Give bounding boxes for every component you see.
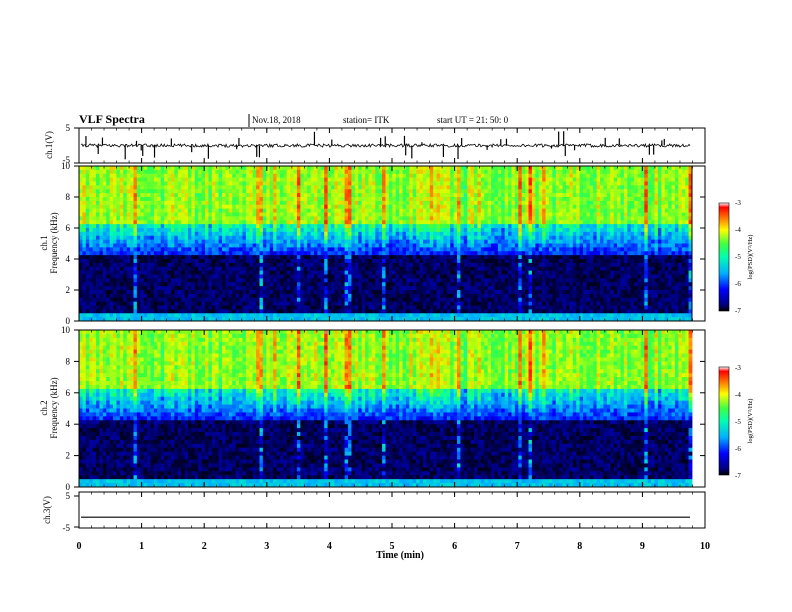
ch1-spectrogram-panel: 0 2 4 6 8 10 ch.1 Frequency (kHz) [39, 161, 754, 326]
ch2-colorbar: -3 -4 -5 -6 -7 log(PSD)(V²/Hz) [718, 364, 754, 480]
x-tick-label-0: 0 [77, 541, 82, 552]
ch2-spec-ytick-8: 8 [66, 356, 71, 366]
station-label: station= ITK [343, 115, 390, 125]
x-tick-label-3: 3 [264, 541, 269, 552]
ch1-spec-ylabel-frequency: Frequency (kHz) [49, 212, 59, 273]
ch2-spec-ylabel-channel: ch.2 [39, 400, 49, 415]
x-tick-label-4: 4 [327, 541, 332, 552]
ch1-waveform-panel: 5 -5 ch.1(V) [44, 123, 706, 165]
ch3-waveform-panel: 5 -5 ch.3(V) [42, 491, 706, 533]
ch1-ytick-bottom: -5 [63, 155, 71, 165]
ch1-spec-ytick-6: 6 [66, 223, 71, 233]
ch2-spec-ylabel-frequency: Frequency (kHz) [49, 377, 59, 438]
x-tick-label-5: 5 [390, 541, 395, 552]
cb1-tick-m3: -3 [735, 199, 741, 207]
cb1-tick-m5: -5 [735, 253, 741, 261]
ch2-spec-ytick-0: 0 [66, 482, 71, 492]
cb2-tick-m5: -5 [735, 418, 741, 426]
x-tick-label-2: 2 [202, 541, 207, 552]
x-tick-label-6: 6 [452, 541, 457, 552]
cb1-label: log(PSD)(V²/Hz) [747, 235, 754, 280]
ch3-ylabel: ch.3(V) [42, 496, 52, 524]
ch2-spec-ytick-4: 4 [66, 419, 71, 429]
cb1-tick-m6: -6 [735, 280, 741, 288]
x-tick-label-10: 10 [700, 541, 710, 552]
cb2-tick-m3: -3 [735, 364, 741, 372]
ch1-spec-ytick-0: 0 [66, 316, 71, 326]
ch2-spec-ytick-10: 10 [61, 325, 71, 335]
x-tick-label-8: 8 [577, 541, 582, 552]
ch2-spectrogram-panel: 0 2 4 6 8 10 ch.2 Frequency (kHz) -3 -4 -5 -6… [39, 325, 754, 492]
ch1-spectrogram-image [79, 166, 693, 322]
ch1-spec-ytick-8: 8 [66, 192, 71, 202]
ch1-ylabel: ch.1(V) [44, 131, 54, 159]
figure-title: VLF Spectra [79, 112, 145, 126]
ch1-spec-ytick-4: 4 [66, 254, 71, 264]
cb1-tick-m4: -4 [735, 226, 741, 234]
cb2-tick-m7: -7 [735, 472, 741, 480]
ch2-spectrogram-image [79, 330, 693, 488]
ch1-spec-ytick-2: 2 [66, 285, 71, 295]
ch2-spec-ytick-2: 2 [66, 451, 71, 461]
x-tick-label-7: 7 [515, 541, 520, 552]
x-tick-label-9: 9 [640, 541, 645, 552]
ch1-colorbar: -3 -4 -5 -6 -7 log(PSD)(V²/Hz) [718, 199, 754, 315]
ch1-waveform-line [80, 142, 691, 149]
cb1-tick-m7: -7 [735, 307, 741, 315]
x-tick-label-1: 1 [139, 541, 144, 552]
ch1-spikes [85, 131, 665, 160]
ch1-spec-ylabel-channel: ch.1 [39, 235, 49, 250]
start-time-label: start UT = 21: 50: 0 [437, 115, 509, 125]
ch1-spec-ytick-10: 10 [61, 161, 71, 171]
ch3-ytick-bottom: -5 [63, 523, 71, 533]
cb2-tick-m6: -6 [735, 445, 741, 453]
x-axis: 0 1 2 3 4 5 6 7 8 9 10 [77, 128, 710, 552]
ch1-ytick-top: 5 [66, 123, 71, 133]
ch2-spec-ytick-6: 6 [66, 388, 71, 398]
cb2-tick-m4: -4 [735, 391, 741, 399]
x-axis-label: Time (min) [376, 550, 424, 561]
ch3-ytick-top: 5 [66, 491, 71, 501]
cb2-label: log(PSD)(V²/Hz) [747, 399, 754, 444]
date-label: Nov.18, 2018 [252, 115, 301, 125]
